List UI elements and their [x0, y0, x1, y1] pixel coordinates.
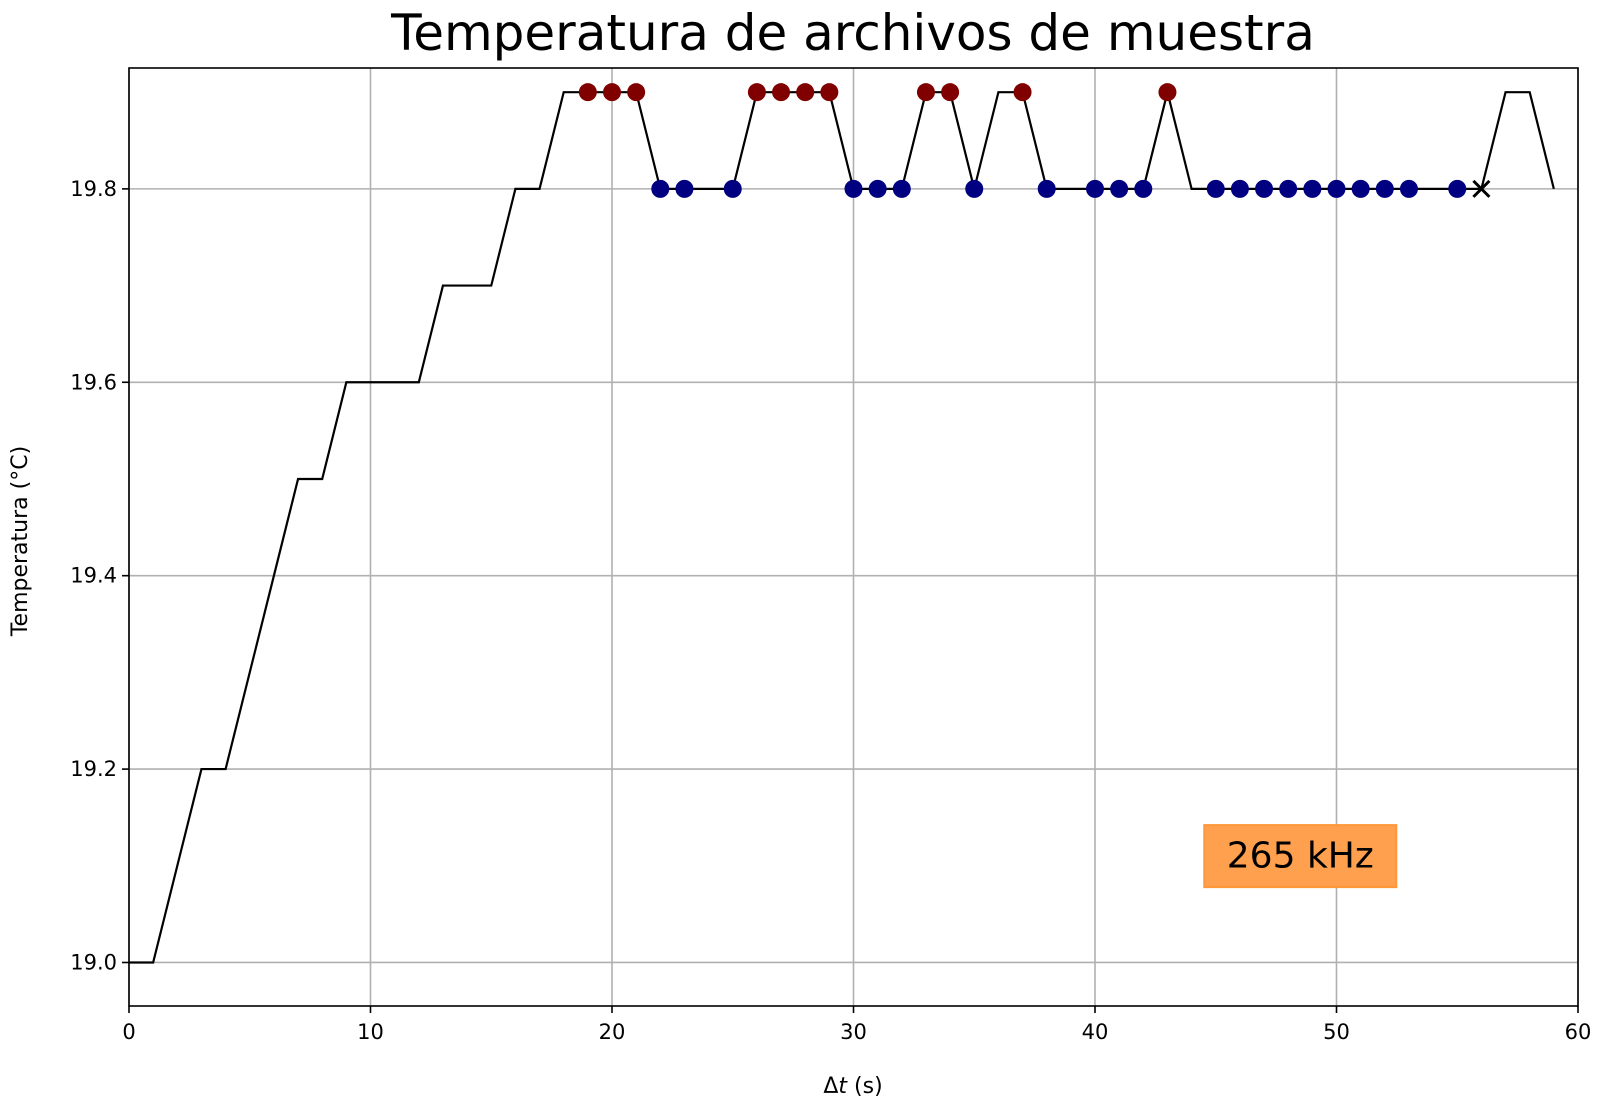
- marker-low: [1399, 179, 1418, 198]
- marker-low: [1110, 179, 1129, 198]
- marker-low: [1448, 179, 1467, 198]
- marker-low: [1351, 179, 1370, 198]
- marker-high: [747, 83, 766, 102]
- x-axis: 0 10 20 30 40 50 60: [122, 1006, 1591, 1044]
- y-tick-label: 19.6: [70, 370, 117, 394]
- x-tick-label: 50: [1323, 1020, 1350, 1044]
- annotation-text: 265 kHz: [1227, 836, 1374, 877]
- marker-low: [1037, 179, 1056, 198]
- y-tick-label: 19.4: [70, 564, 117, 588]
- x-tick-label: 30: [840, 1020, 867, 1044]
- marker-low: [1134, 179, 1153, 198]
- y-tick-label: 19.8: [70, 177, 117, 201]
- x-tick-label: 10: [357, 1020, 384, 1044]
- marker-high: [796, 83, 815, 102]
- marker-layer: [578, 83, 1491, 198]
- marker-low: [1230, 179, 1249, 198]
- x-tick-label: 0: [122, 1020, 135, 1044]
- marker-high: [1013, 83, 1032, 102]
- annotation-box: [1203, 824, 1398, 889]
- marker-high: [772, 83, 791, 102]
- marker-low: [1086, 179, 1104, 198]
- marker-low: [844, 179, 863, 198]
- marker-low: [1206, 179, 1225, 198]
- x-tick-label: 40: [1082, 1020, 1109, 1044]
- marker-low: [1279, 179, 1298, 198]
- marker-high: [1158, 83, 1177, 102]
- marker-high: [603, 83, 621, 102]
- marker-low: [1255, 179, 1274, 198]
- x-tick-label: 60: [1565, 1020, 1592, 1044]
- y-tick-label: 19.0: [70, 950, 117, 974]
- marker-low: [1303, 179, 1322, 198]
- x-tick-label: 20: [599, 1020, 626, 1044]
- marker-low: [723, 179, 742, 198]
- marker-high: [916, 83, 935, 102]
- chart-title: Temperatura de archivos de muestra: [390, 4, 1315, 62]
- marker-low: [1327, 179, 1346, 198]
- cross-marker-stroke: [1472, 179, 1491, 198]
- marker-low: [651, 179, 670, 198]
- marker-low: [1375, 179, 1394, 198]
- marker-high: [627, 83, 646, 102]
- marker-high: [578, 83, 597, 102]
- y-axis: 19.0 19.2 19.4 19.6 19.8: [70, 177, 129, 974]
- marker-high: [820, 83, 839, 102]
- marker-low: [965, 179, 984, 198]
- y-tick-label: 19.2: [70, 757, 117, 781]
- marker-low: [868, 179, 887, 198]
- marker-high: [941, 83, 960, 102]
- y-axis-label: Temperatura (°C): [8, 446, 33, 637]
- annotation-layer: 265 kHz: [1203, 824, 1398, 889]
- marker-low: [675, 179, 694, 198]
- cross-marker: [1472, 179, 1491, 198]
- x-axis-label: Δt (s): [823, 1074, 882, 1099]
- marker-low: [892, 179, 911, 198]
